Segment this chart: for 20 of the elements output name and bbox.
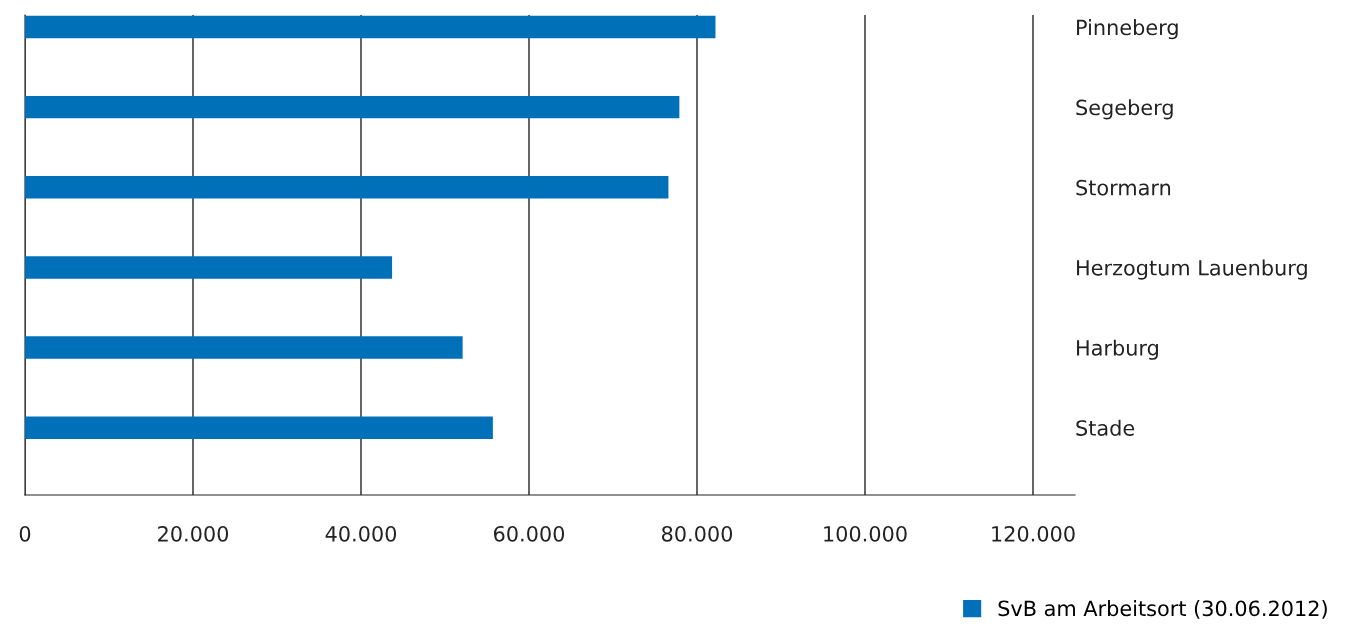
x-tick-label: 20.000 <box>158 525 229 542</box>
x-tick-label: 40.000 <box>325 525 397 542</box>
x-tick-label: 100.000 <box>824 525 907 542</box>
bar <box>25 336 463 359</box>
y-tick-label: Pinneberg <box>1077 19 1178 40</box>
y-tick-label: Segeberg <box>1076 99 1173 120</box>
bar <box>25 176 669 199</box>
bar <box>25 416 493 439</box>
y-tick-label: Herzogtum Lauenburg <box>1077 259 1307 280</box>
y-tick-label: Stade <box>1076 419 1135 436</box>
bar <box>25 256 393 279</box>
bar <box>25 15 716 39</box>
bar <box>25 95 680 119</box>
y-tick-label: Harburg <box>1077 339 1158 360</box>
x-tick-label: 120.000 <box>992 525 1075 542</box>
x-tick-label: 0 <box>19 525 31 542</box>
y-tick-label: Stormarn <box>1076 179 1171 196</box>
x-tick-label: 80.000 <box>661 525 733 542</box>
x-tick-label: 60.000 <box>494 525 565 542</box>
legend-label: SvB am Arbeitsort (30.06.2012) <box>998 600 1327 619</box>
